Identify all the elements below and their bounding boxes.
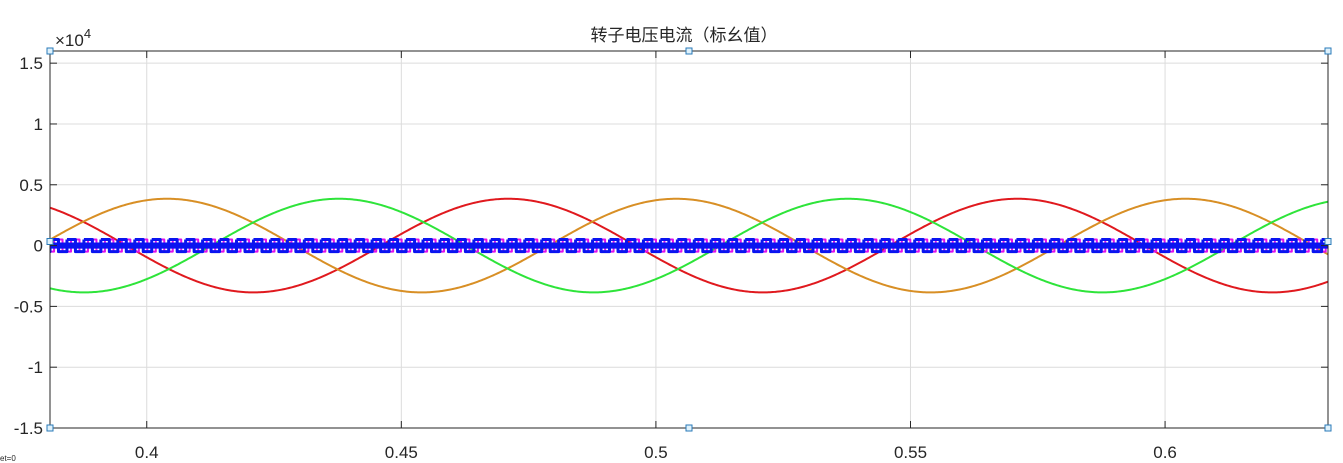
series-line-0 <box>50 197 1328 294</box>
x-tick-label-4: 0.6 <box>1153 443 1177 462</box>
selection-handle-6[interactable] <box>685 424 693 432</box>
selection-handle-7[interactable] <box>1324 424 1332 432</box>
selection-handle-5[interactable] <box>46 424 54 432</box>
x-tick-label-2: 0.5 <box>644 443 668 462</box>
selection-handle-3[interactable] <box>46 238 54 245</box>
series-line-2 <box>50 197 1328 294</box>
y-tick-label-6: -1.5 <box>14 419 43 438</box>
y-tick-label-5: -1 <box>28 358 43 377</box>
y-tick-label-2: 0.5 <box>19 176 43 195</box>
selection-handle-4[interactable] <box>1324 238 1332 245</box>
y-tick-label-1: 1 <box>34 115 43 134</box>
y-tick-label-4: -0.5 <box>14 297 43 316</box>
selection-handle-1[interactable] <box>685 47 693 55</box>
chart-title: 转子电压电流（标幺值） <box>591 26 778 46</box>
y-tick-label-3: 0 <box>34 237 43 256</box>
series-line-4 <box>50 238 1328 254</box>
selection-handles[interactable] <box>46 47 1332 432</box>
ticks <box>50 51 1328 429</box>
offset-label: et=0 <box>0 454 16 463</box>
y-tick-label-0: 1.5 <box>19 54 43 73</box>
series-group <box>50 197 1328 294</box>
selection-handle-0[interactable] <box>46 47 54 55</box>
y-tick-labels: 1.5 1 0.5 0 -0.5 -1 -1.5 <box>14 54 43 438</box>
x-tick-label-0: 0.4 <box>135 443 159 462</box>
y-exponent-label: ×104 <box>55 26 91 50</box>
selection-handle-2[interactable] <box>1324 47 1332 55</box>
series-line-1 <box>50 197 1328 294</box>
x-tick-label-3: 0.55 <box>894 443 927 462</box>
x-tick-labels: 0.4 0.45 0.5 0.55 0.6 <box>135 443 1177 462</box>
x-tick-label-1: 0.45 <box>385 443 418 462</box>
